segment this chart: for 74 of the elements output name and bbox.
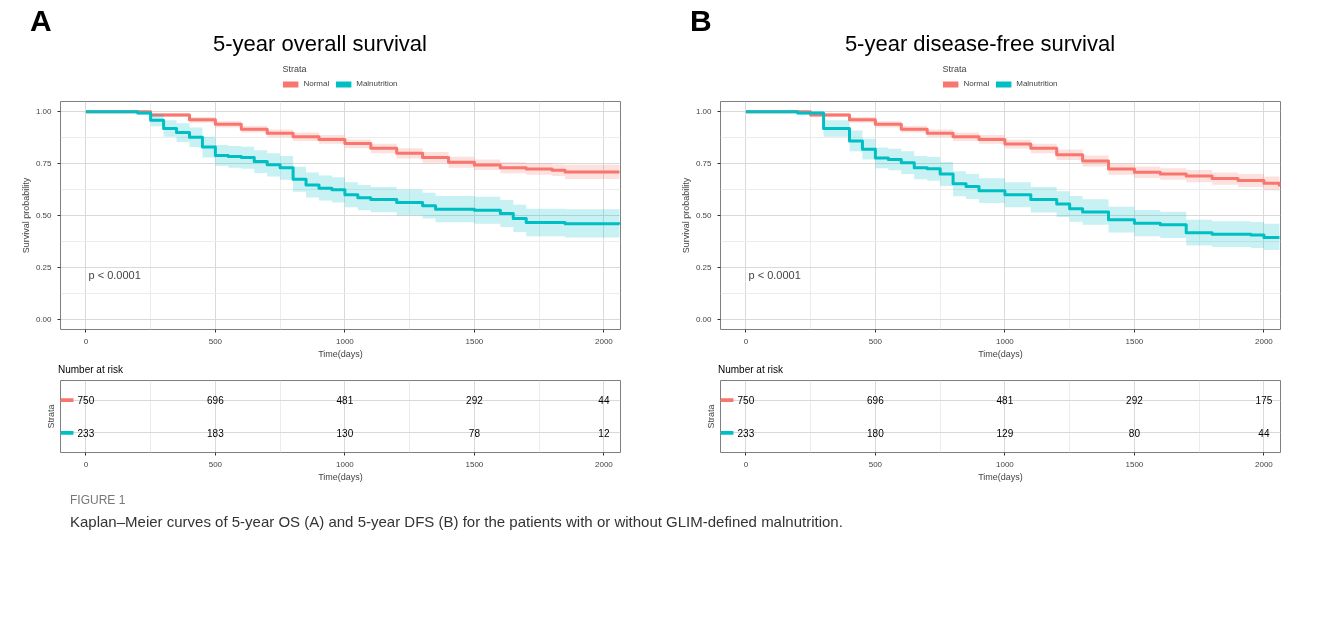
x-tick-label: 500 [868,459,883,469]
x-tick-label: 1500 [465,336,484,346]
x-tick-label: 0 [83,336,89,346]
y-tick-label: 0.00 [35,314,53,324]
x-tick-label: 2000 [1255,336,1274,346]
data-label: 183 [207,427,225,439]
x-tick-label: 1000 [996,336,1015,346]
chart-title: 5-year disease-free survival [844,31,1116,56]
x-tick-label: 1000 [336,459,355,469]
x-tick-label: 2000 [595,459,614,469]
data-label: 750 [77,395,95,407]
data-label: 233 [77,427,95,439]
data-label: 696 [207,395,225,407]
y-tick-label: 0.50 [695,211,713,220]
data-label: 180 [867,427,885,439]
caption: FIGURE 1 [70,492,127,509]
y-tick-label: 1.00 [695,107,713,117]
data-label: 481 [336,395,354,407]
data-label: 233 [737,427,755,439]
x-axis-title: Time(days) [978,471,1023,482]
x-axis-title: Time(days) [978,348,1023,359]
y-tick-label: 1.00 [35,107,53,117]
x-tick-label: 0 [83,459,89,469]
x-axis-title: Time(days) [318,471,363,482]
text: A [30,3,52,39]
y-tick-label: 0.75 [35,159,53,169]
data-label: 44 [1258,427,1270,439]
chart-title: Number at risk [718,363,784,377]
x-tick-label: 1000 [336,336,355,346]
data-label: 175 [1255,395,1273,407]
data-label: 696 [867,395,885,407]
data-label: 12 [598,427,610,439]
y-axis-title: Survival probability [20,177,31,254]
chart-title: Number at risk [58,363,124,377]
data-label: 481 [996,395,1014,407]
y-tick-label: 0.00 [695,314,713,324]
data-label: 129 [996,427,1014,439]
data-label: 750 [737,395,755,407]
x-tick-label: 1500 [1125,336,1144,346]
legend-title: Strata [282,64,308,74]
data-label: 130 [336,427,354,439]
legend-label: Normal [303,79,330,88]
x-tick-label: 1500 [465,459,484,469]
x-tick-label: 2000 [595,336,614,346]
data-label: 44 [598,395,610,407]
x-tick-label: 1500 [1125,459,1144,469]
data-label: 292 [1126,395,1144,407]
text: Kaplan–Meier curves of 5-year OS (A) and 5-year DFS (B) for the patients with or without GLIM-defined malnutrition. [70,512,843,533]
x-tick-label: 500 [868,336,883,346]
chart-title: 5-year overall survival [213,31,427,56]
y-axis-title: Strata [705,404,716,429]
x-tick-label: 500 [208,336,223,346]
legend-label: Normal [963,79,990,88]
annotation: p < 0.0001 [748,269,801,282]
annotation: p < 0.0001 [88,269,141,282]
x-tick-label: 500 [208,459,223,469]
x-tick-label: 2000 [1255,459,1274,469]
legend-label: Malnutrition [1016,79,1058,88]
x-axis-title: Time(days) [318,348,363,359]
y-tick-label: 0.50 [35,211,53,220]
data-label: 80 [1128,427,1141,439]
x-tick-label: 0 [743,459,749,469]
data-label: 292 [466,395,484,407]
y-tick-label: 0.75 [695,159,713,169]
y-axis-title: Survival probability [680,177,691,254]
x-tick-label: 0 [743,336,749,346]
y-tick-label: 0.25 [695,262,713,272]
legend-title: Strata [942,64,968,74]
text: B [690,3,712,39]
y-tick-label: 0.25 [35,262,53,272]
y-axis-title: Strata [45,404,56,429]
x-tick-label: 1000 [996,459,1015,469]
data-label: 78 [468,427,481,439]
legend-label: Malnutrition [356,79,398,88]
